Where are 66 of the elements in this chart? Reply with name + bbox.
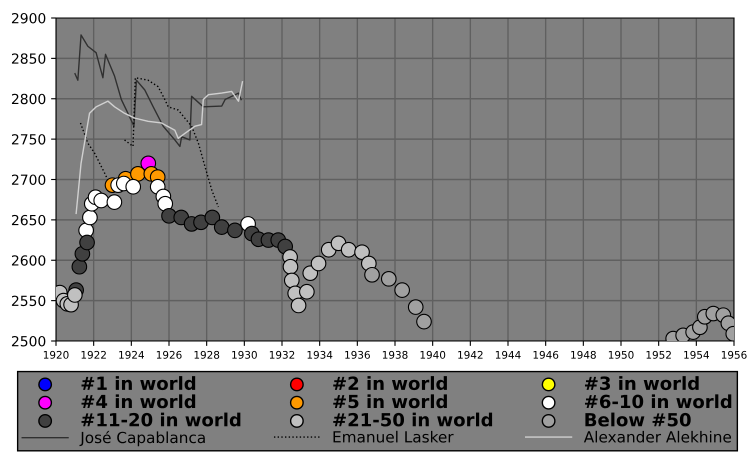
legend-label: #2 in world — [333, 376, 447, 390]
x-tick-label: 1952 — [646, 350, 671, 359]
x-tick-label: 1950 — [608, 350, 634, 359]
legend-label: #6-10 in world — [584, 394, 732, 408]
x-tick-label: 1938 — [382, 350, 408, 359]
point — [408, 299, 424, 315]
point — [72, 258, 88, 275]
point — [394, 282, 410, 298]
point — [364, 266, 380, 283]
point — [284, 272, 300, 288]
x-tick-label: 1930 — [232, 350, 257, 359]
legend-label: Below #50 — [585, 412, 691, 427]
point — [354, 244, 370, 260]
x-tick-label: 1942 — [458, 350, 483, 359]
x-tick-label: 1924 — [119, 350, 144, 359]
y-tick-label: 2650 — [12, 214, 46, 226]
point — [157, 196, 174, 212]
point — [204, 210, 220, 226]
legend-label: #21-50 in world — [333, 412, 492, 427]
point — [106, 194, 122, 210]
x-tick-label: 1932 — [270, 350, 294, 359]
legend-label: José Capablanca — [79, 430, 205, 446]
x-tick-label: 1922 — [82, 350, 106, 359]
y-tick-label: 2800 — [12, 94, 46, 104]
point — [380, 270, 397, 287]
point — [93, 192, 110, 208]
legend-label: Alexander Alekhine — [584, 430, 732, 443]
point — [310, 256, 326, 272]
x-tick-label: 1954 — [684, 350, 710, 359]
legend-label: #4 in world — [82, 394, 196, 408]
legend-label: #5 in world — [333, 394, 447, 408]
x-tick-label: 1928 — [194, 350, 220, 359]
x-tick-label: 1926 — [156, 350, 182, 359]
y-tick-label: 2550 — [12, 296, 46, 306]
x-tick-label: 1934 — [308, 350, 332, 359]
point — [416, 314, 432, 330]
x-tick-label: 1936 — [345, 350, 370, 359]
point — [282, 258, 298, 275]
y-tick-label: 2500 — [12, 336, 46, 346]
x-tick-label: 1944 — [496, 350, 521, 359]
legend-label: Emanuel Lasker — [334, 430, 454, 443]
point — [299, 284, 315, 300]
point — [214, 219, 230, 235]
y-tick-label: 2700 — [12, 174, 46, 185]
x-tick-label: 1956 — [722, 350, 747, 359]
point — [125, 178, 142, 195]
point — [82, 210, 98, 226]
line-series — [75, 81, 244, 214]
point — [340, 242, 357, 258]
point — [302, 265, 318, 282]
x-tick-label: 1946 — [534, 350, 558, 359]
y-tick-label: 2900 — [12, 12, 46, 24]
point — [79, 234, 95, 250]
y-tick-label: 2750 — [12, 134, 46, 145]
x-tick-label: 1940 — [420, 350, 446, 359]
legend-label: #1 in world — [82, 376, 196, 390]
legend-label: #11-20 in world — [82, 412, 240, 427]
x-tick-label: 1920 — [44, 350, 69, 359]
point — [227, 222, 243, 238]
point — [66, 287, 83, 303]
legend-label: #3 in world — [584, 376, 699, 390]
line-series — [74, 34, 242, 148]
y-tick-label: 2850 — [12, 53, 46, 64]
y-tick-label: 2600 — [12, 255, 46, 266]
x-tick-label: 1948 — [571, 350, 596, 359]
point — [290, 298, 306, 314]
